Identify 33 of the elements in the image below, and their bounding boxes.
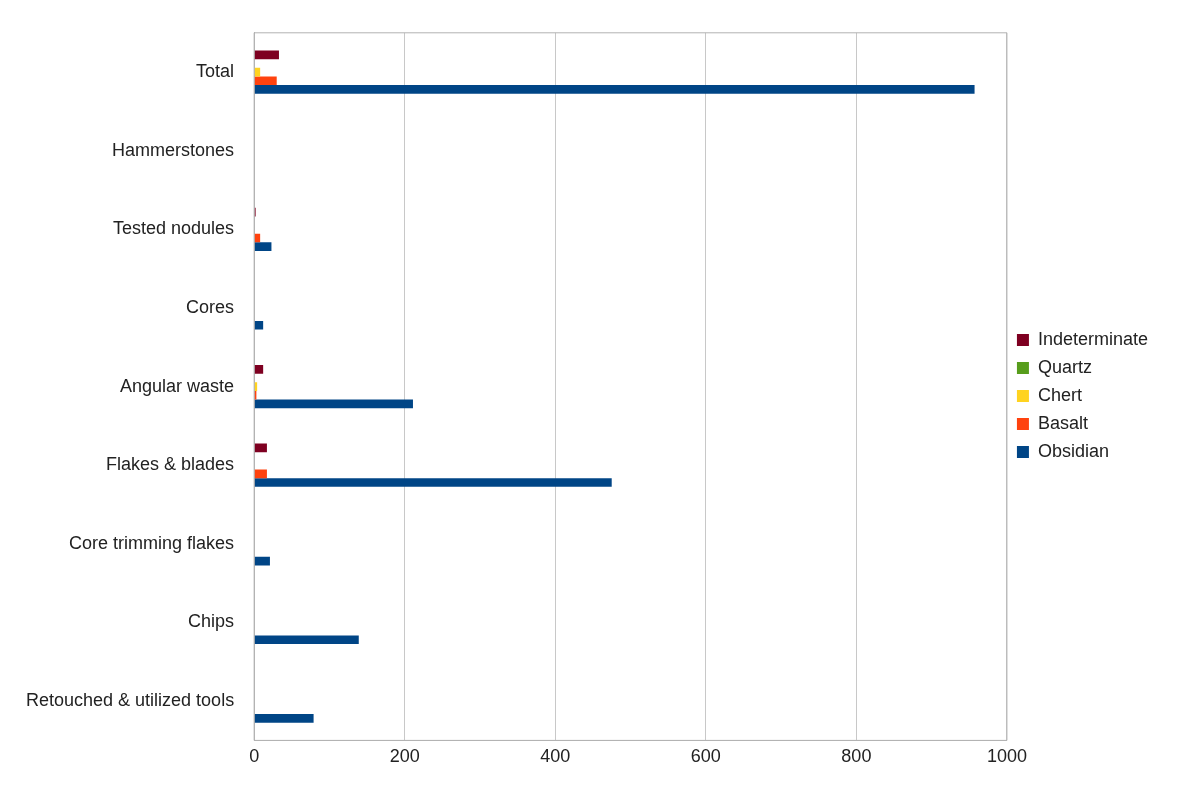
bar — [254, 469, 267, 479]
y-tick-label: Retouched & utilized tools — [26, 690, 235, 711]
bar — [254, 714, 314, 723]
bar — [254, 242, 272, 251]
y-tick-label: Angular waste — [120, 375, 235, 396]
bar — [254, 320, 264, 330]
legend-label: Indeterminate — [1037, 328, 1149, 349]
y-tick-label: Hammerstones — [112, 139, 235, 160]
y-tick-label: Tested nodules — [113, 218, 235, 239]
bar — [254, 364, 264, 374]
bar — [254, 635, 359, 645]
bar — [254, 399, 413, 409]
legend-label: Basalt — [1037, 412, 1088, 433]
y-tick-label: Cores — [186, 296, 235, 317]
bar — [254, 443, 267, 453]
x-tick-label: 1000 — [986, 746, 1027, 767]
y-tick-label: Core trimming flakes — [69, 532, 235, 553]
bar — [254, 478, 612, 487]
x-tick-label: 200 — [389, 746, 420, 767]
y-tick-label: Flakes & blades — [106, 454, 235, 475]
y-tick-label: Chips — [188, 611, 235, 632]
bar — [254, 85, 975, 94]
x-tick-label: 0 — [249, 746, 260, 767]
x-tick-label: 400 — [540, 746, 571, 767]
x-tick-label: 600 — [690, 746, 721, 767]
legend-label: Obsidian — [1037, 440, 1109, 461]
legend-label: Chert — [1037, 384, 1082, 405]
legend-label: Quartz — [1037, 356, 1092, 377]
bar — [254, 50, 279, 60]
y-tick-label: Total — [196, 61, 235, 82]
bar — [254, 76, 277, 86]
x-tick-label: 800 — [841, 746, 872, 767]
bar — [254, 556, 270, 566]
